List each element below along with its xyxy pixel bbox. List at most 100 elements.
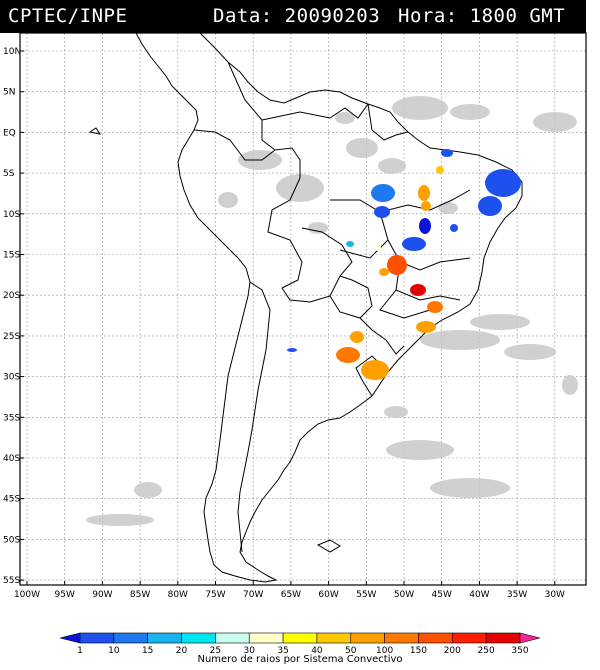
colorbar-swatch (282, 632, 318, 644)
convective-system (478, 196, 502, 216)
lon-label: 30W (545, 590, 565, 600)
convective-system (287, 348, 297, 352)
lon-label: 65W (281, 590, 301, 600)
convective-system (387, 255, 407, 275)
convective-system (485, 169, 521, 197)
colorbar-tick-label: 35 (277, 646, 288, 656)
lat-label: 50S (3, 535, 20, 545)
colorbar: 1 10 15 20 25 30 35 40 50 100 150 200 250 350 (59, 632, 541, 656)
colorbar-swatch (316, 632, 352, 644)
lon-label: 80W (168, 590, 188, 600)
lat-label: 10N (3, 47, 21, 57)
guyana-border (367, 103, 409, 141)
colorbar-tick-label: 350 (511, 646, 528, 656)
colorbar-tick-label: 15 (142, 646, 153, 656)
galapagos (88, 127, 102, 135)
colorbar-tick-label: 20 (176, 646, 188, 656)
colorbar-swatch (452, 632, 487, 644)
falklands (316, 539, 341, 553)
colorbar-caption: Numero de raios por Sistema Convectivo (197, 654, 403, 665)
agency-title: CPTEC/INPE (8, 5, 128, 27)
argentina-brazil-border (359, 317, 405, 355)
cloud-patch (134, 482, 162, 498)
lat-label: 20S (3, 291, 20, 301)
cloud-patch (86, 514, 154, 526)
venezuela-border (261, 103, 369, 121)
convective-system (419, 218, 431, 234)
cloud-patch (420, 330, 500, 350)
peru-brazil-border (267, 177, 303, 289)
cloud-patch (378, 158, 406, 174)
cloud-patch (438, 202, 458, 214)
cloud-cover-layer (86, 96, 578, 526)
map-border (19, 32, 587, 586)
lon-label: 70W (243, 590, 263, 600)
lat-label: 55S (3, 576, 20, 586)
brazil-states (330, 189, 471, 319)
lon-label: 85W (130, 590, 150, 600)
ecuador-peru-border (193, 129, 276, 161)
cloud-patch (470, 314, 530, 330)
convective-system (379, 268, 389, 276)
colorbar-tick-label: 30 (244, 646, 256, 656)
convective-system (416, 321, 436, 333)
south-america-coastline (135, 32, 523, 583)
convective-system (350, 331, 364, 343)
lon-label: 45W (432, 590, 452, 600)
cloud-patch (430, 478, 510, 498)
cloud-patch (218, 192, 238, 208)
lat-label: 10S (3, 210, 20, 220)
chile-border (237, 281, 271, 553)
bolivia-border (281, 227, 353, 303)
convective-system (410, 284, 426, 296)
lat-label: 35S (3, 413, 20, 423)
lon-label: 50W (394, 590, 414, 600)
lon-label: 95W (55, 590, 75, 600)
date-label: Data: 20090203 (213, 5, 381, 27)
convective-system (371, 184, 395, 202)
time-label: Hora: 1800 GMT (398, 5, 566, 27)
convective-system (402, 237, 426, 251)
lon-label: 40W (469, 590, 489, 600)
cloud-patch (386, 440, 454, 460)
lon-label: 60W (318, 590, 338, 600)
lon-label: 100W (14, 590, 40, 600)
colorbar-swatch (215, 632, 250, 644)
cloud-patch (384, 406, 408, 418)
colorbar-swatch (350, 632, 385, 644)
lat-label: 25S (3, 332, 20, 342)
cloud-patch (276, 174, 324, 202)
paraguay-border (329, 275, 373, 319)
cloud-patch (308, 222, 328, 234)
graticule (20, 33, 586, 585)
convective-system (421, 201, 431, 211)
colorbar-swatch (485, 632, 521, 644)
colombia-border (227, 61, 301, 178)
lat-label: 5S (3, 169, 15, 179)
colorbar-swatch (113, 632, 148, 644)
colorbar-tick-label: 10 (108, 646, 120, 656)
lat-label: 5N (3, 88, 15, 98)
cloud-patch (504, 344, 556, 360)
colorbar-swatch (384, 632, 419, 644)
lon-label: 90W (92, 590, 112, 600)
title-bar: CPTEC/INPE Data: 20090203 Hora: 1800 GMT (0, 0, 586, 33)
lat-label: 45S (3, 495, 20, 505)
cloud-patch (533, 112, 577, 132)
colorbar-tick-label: 50 (345, 646, 357, 656)
colorbar-swatch (181, 632, 216, 644)
cloud-patch (450, 104, 490, 120)
convective-system (346, 241, 354, 247)
cloud-patch (335, 112, 355, 124)
cloud-patch (346, 138, 378, 158)
colorbar-swatch (79, 632, 115, 644)
convective-system (427, 301, 443, 313)
convective-system (374, 206, 390, 218)
lat-label: 40S (3, 454, 20, 464)
lat-label: 30S (3, 373, 20, 383)
lon-label: 35W (507, 590, 527, 600)
convective-system (441, 149, 453, 157)
colorbar-swatch (147, 632, 182, 644)
convective-system (336, 347, 360, 363)
